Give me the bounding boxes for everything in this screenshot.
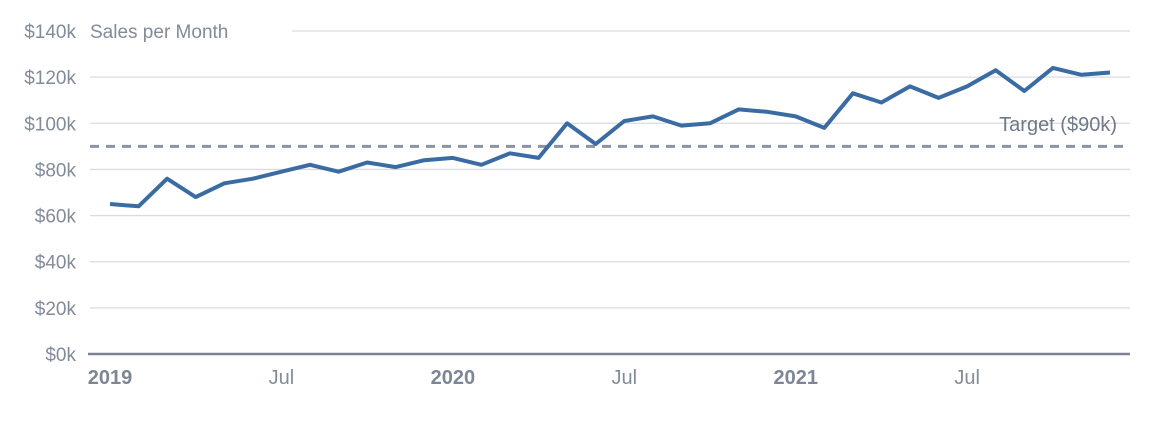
- y-tick-label: $60k: [35, 207, 77, 228]
- x-tick-label: 2020: [431, 367, 476, 389]
- x-tick-label: 2021: [773, 367, 818, 389]
- y-tick-label: $0k: [45, 345, 76, 366]
- x-tick-label: 2019: [88, 367, 133, 389]
- target-line-label: Target ($90k): [999, 114, 1117, 136]
- y-tick-label: $120k: [24, 68, 76, 89]
- y-tick-label: $80k: [35, 160, 77, 181]
- y-tick-label: $20k: [35, 299, 77, 320]
- chart-title: Sales per Month: [90, 22, 228, 43]
- y-tick-label: $100k: [24, 114, 76, 135]
- y-tick-label: $140k: [24, 22, 76, 43]
- sales-line-series: [109, 65, 1111, 209]
- x-tick-label: Jul: [611, 367, 637, 389]
- y-tick-label: $40k: [35, 253, 77, 274]
- gridlines-group: [88, 30, 1130, 356]
- y-axis-labels-group: $0k $20k $40k $60k $80k $100k $120k $140k: [24, 22, 76, 366]
- x-axis-labels-group: 2019 Jul 2020 Jul 2021 Jul: [88, 367, 980, 389]
- x-tick-label: Jul: [269, 367, 295, 389]
- x-tick-label: Jul: [954, 367, 980, 389]
